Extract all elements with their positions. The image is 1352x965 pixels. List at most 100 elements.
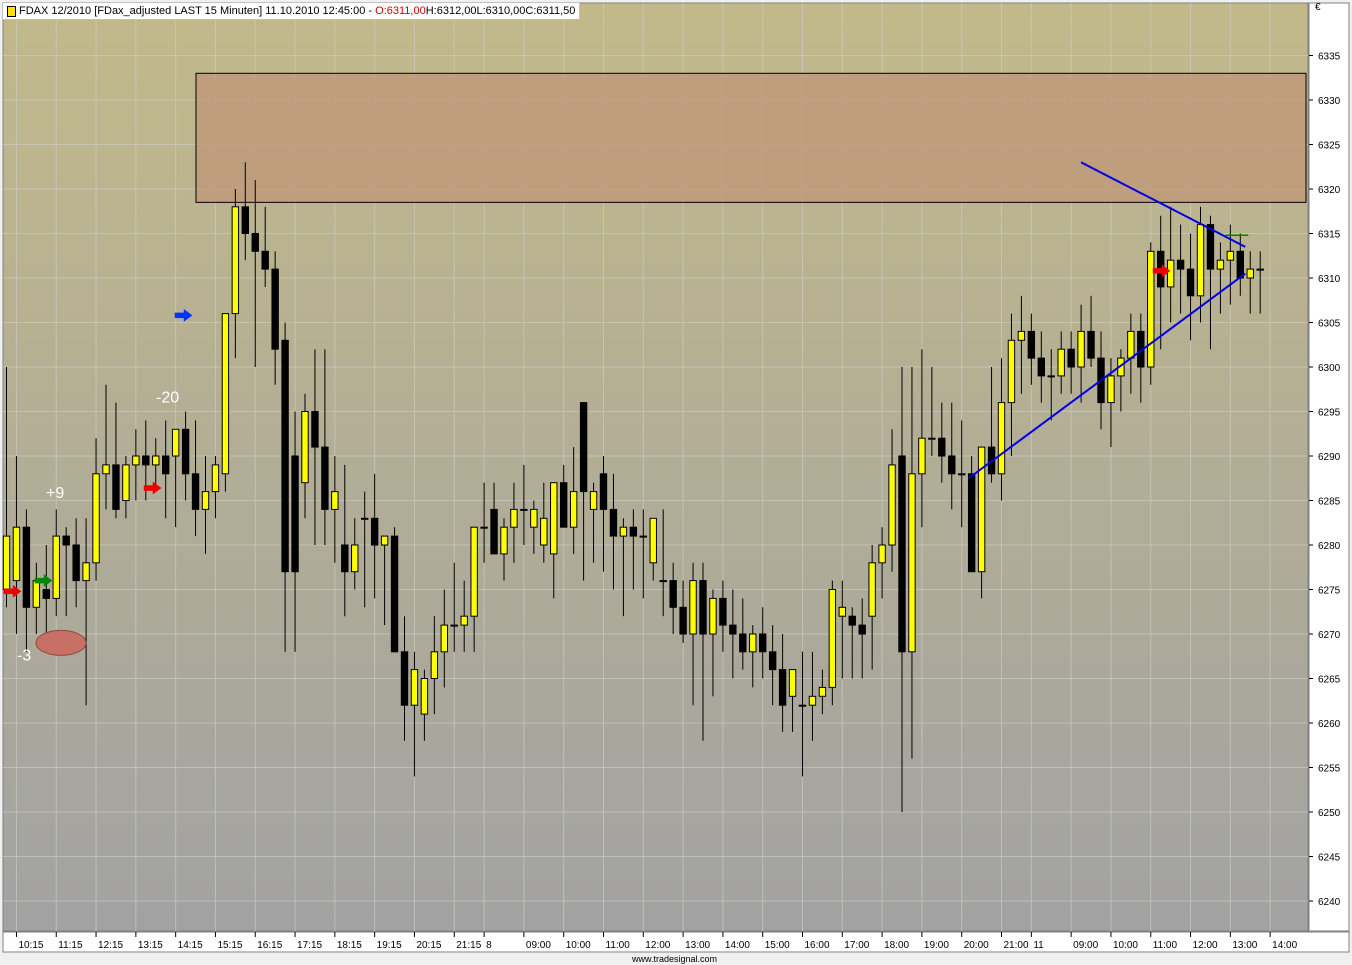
candle-body bbox=[629, 526, 638, 537]
x-tick-label: 15:00 bbox=[765, 940, 790, 951]
x-axis-panel bbox=[2, 931, 1350, 953]
candle-body bbox=[1147, 250, 1155, 368]
candle-body bbox=[838, 606, 846, 617]
candle-body bbox=[530, 508, 538, 528]
x-tick-label: 17:00 bbox=[844, 940, 869, 951]
candle-body bbox=[410, 669, 419, 706]
x-tick-label: 10:15 bbox=[18, 940, 43, 951]
candle-body bbox=[251, 233, 259, 252]
candle-body bbox=[788, 669, 797, 697]
candle-body bbox=[798, 704, 807, 707]
arrow-red-icon bbox=[143, 481, 162, 495]
y-tick-label: 6310 bbox=[1318, 274, 1341, 285]
candle-body bbox=[301, 411, 309, 484]
candle-body bbox=[42, 589, 50, 599]
y-tick-label: 6330 bbox=[1318, 96, 1341, 107]
x-tick-label: 20:00 bbox=[964, 940, 989, 951]
x-tick-label: 18:00 bbox=[884, 940, 909, 951]
candle-body bbox=[380, 535, 389, 546]
candle-body bbox=[181, 428, 190, 475]
candle-body bbox=[679, 606, 687, 635]
y-tick-label: 6275 bbox=[1318, 586, 1341, 597]
candle-body bbox=[1256, 268, 1264, 271]
x-tick-label: 11:15 bbox=[58, 940, 83, 951]
candle-body bbox=[12, 526, 21, 582]
candle-body bbox=[778, 669, 787, 706]
candle-body bbox=[341, 544, 349, 573]
candle-body bbox=[908, 473, 916, 653]
candle-body bbox=[1107, 375, 1115, 404]
candle-body bbox=[729, 624, 737, 635]
candle-body bbox=[400, 651, 409, 706]
candle-body bbox=[201, 491, 210, 510]
y-axis: 6240 6245 6250 6255 6260 6265 6270 6275 6280 6285… bbox=[1309, 52, 1341, 908]
candle-body bbox=[62, 535, 70, 546]
x-tick-label: 20:15 bbox=[416, 940, 441, 951]
x-tick-label: 16:00 bbox=[805, 940, 830, 951]
candle-body bbox=[669, 580, 677, 608]
y-tick-label: 6260 bbox=[1318, 719, 1341, 730]
x-tick-label: 09:00 bbox=[1073, 940, 1098, 951]
candle-body bbox=[460, 615, 468, 626]
currency-label: € bbox=[1315, 2, 1321, 13]
candle-body bbox=[759, 633, 767, 653]
x-tick-label: 14:15 bbox=[178, 940, 203, 951]
candle-body bbox=[82, 562, 90, 582]
candle-body bbox=[112, 464, 120, 510]
x-tick-label: 8 bbox=[486, 940, 492, 951]
arrow-green-icon bbox=[34, 574, 53, 588]
candle-body bbox=[888, 464, 896, 546]
y-tick-label: 6285 bbox=[1318, 497, 1341, 508]
arrow-red-icon bbox=[1152, 264, 1171, 278]
candle-body bbox=[828, 589, 837, 688]
trendline-upper bbox=[1080, 161, 1246, 248]
candle-body bbox=[32, 580, 41, 608]
x-tick-label: 10:00 bbox=[1113, 940, 1138, 951]
x-tick-label: 11 bbox=[1033, 940, 1044, 951]
candle-body bbox=[958, 473, 966, 476]
candle-body bbox=[550, 482, 558, 555]
y-tick-label: 6255 bbox=[1318, 764, 1341, 775]
y-tick-label: 6250 bbox=[1318, 808, 1341, 819]
candle-body bbox=[1017, 330, 1026, 341]
x-tick-label: 16:15 bbox=[257, 940, 282, 951]
series-swatch-icon bbox=[7, 6, 16, 17]
candle-body bbox=[281, 339, 289, 573]
candle-body bbox=[331, 491, 339, 510]
y-tick-label: 6270 bbox=[1318, 630, 1341, 641]
candle-body bbox=[1186, 268, 1195, 297]
x-tick-label: 21:00 bbox=[1004, 940, 1029, 951]
header-datetime: 11.10.2010 12:45:00 bbox=[265, 5, 366, 17]
candle-body bbox=[152, 455, 160, 466]
x-tick-label: 13:00 bbox=[1232, 940, 1257, 951]
x-tick-label: 13:00 bbox=[685, 940, 710, 951]
candle-body bbox=[1196, 224, 1205, 297]
candle-body bbox=[450, 624, 458, 627]
candle-body bbox=[1166, 259, 1175, 288]
y-tick-label: 6240 bbox=[1318, 897, 1341, 908]
candle-body bbox=[739, 633, 747, 653]
candle-body bbox=[52, 535, 60, 599]
resistance-zone-box bbox=[195, 72, 1307, 203]
x-tick-label: 11:00 bbox=[606, 940, 631, 951]
header-descriptor: [FDax_adjusted LAST 15 Minuten] bbox=[94, 5, 263, 17]
arrow-blue-icon bbox=[174, 308, 193, 322]
candle-body bbox=[321, 446, 329, 510]
candle-body bbox=[370, 517, 379, 546]
y-tick-label: 6325 bbox=[1318, 141, 1341, 152]
candle-body bbox=[579, 402, 588, 493]
x-tick-label: 12:00 bbox=[645, 940, 670, 951]
candle-body bbox=[599, 473, 608, 510]
candle-body bbox=[868, 562, 876, 617]
credit-link[interactable]: www.tradesignal.com bbox=[632, 954, 718, 964]
x-tick-label: 19:15 bbox=[377, 940, 402, 951]
candle-body bbox=[649, 517, 657, 564]
candle-body bbox=[719, 597, 727, 626]
candle-body bbox=[1226, 250, 1235, 261]
ellipse-marker bbox=[35, 629, 87, 656]
x-tick-label: 11:00 bbox=[1153, 940, 1178, 951]
candle-body bbox=[1127, 330, 1135, 359]
arrow-red-icon bbox=[3, 584, 22, 598]
trendline-lower bbox=[968, 272, 1246, 480]
